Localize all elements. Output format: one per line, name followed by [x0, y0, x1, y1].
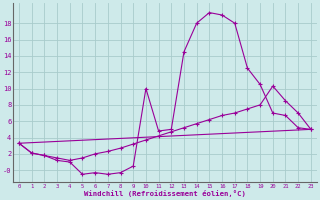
X-axis label: Windchill (Refroidissement éolien,°C): Windchill (Refroidissement éolien,°C) — [84, 190, 246, 197]
